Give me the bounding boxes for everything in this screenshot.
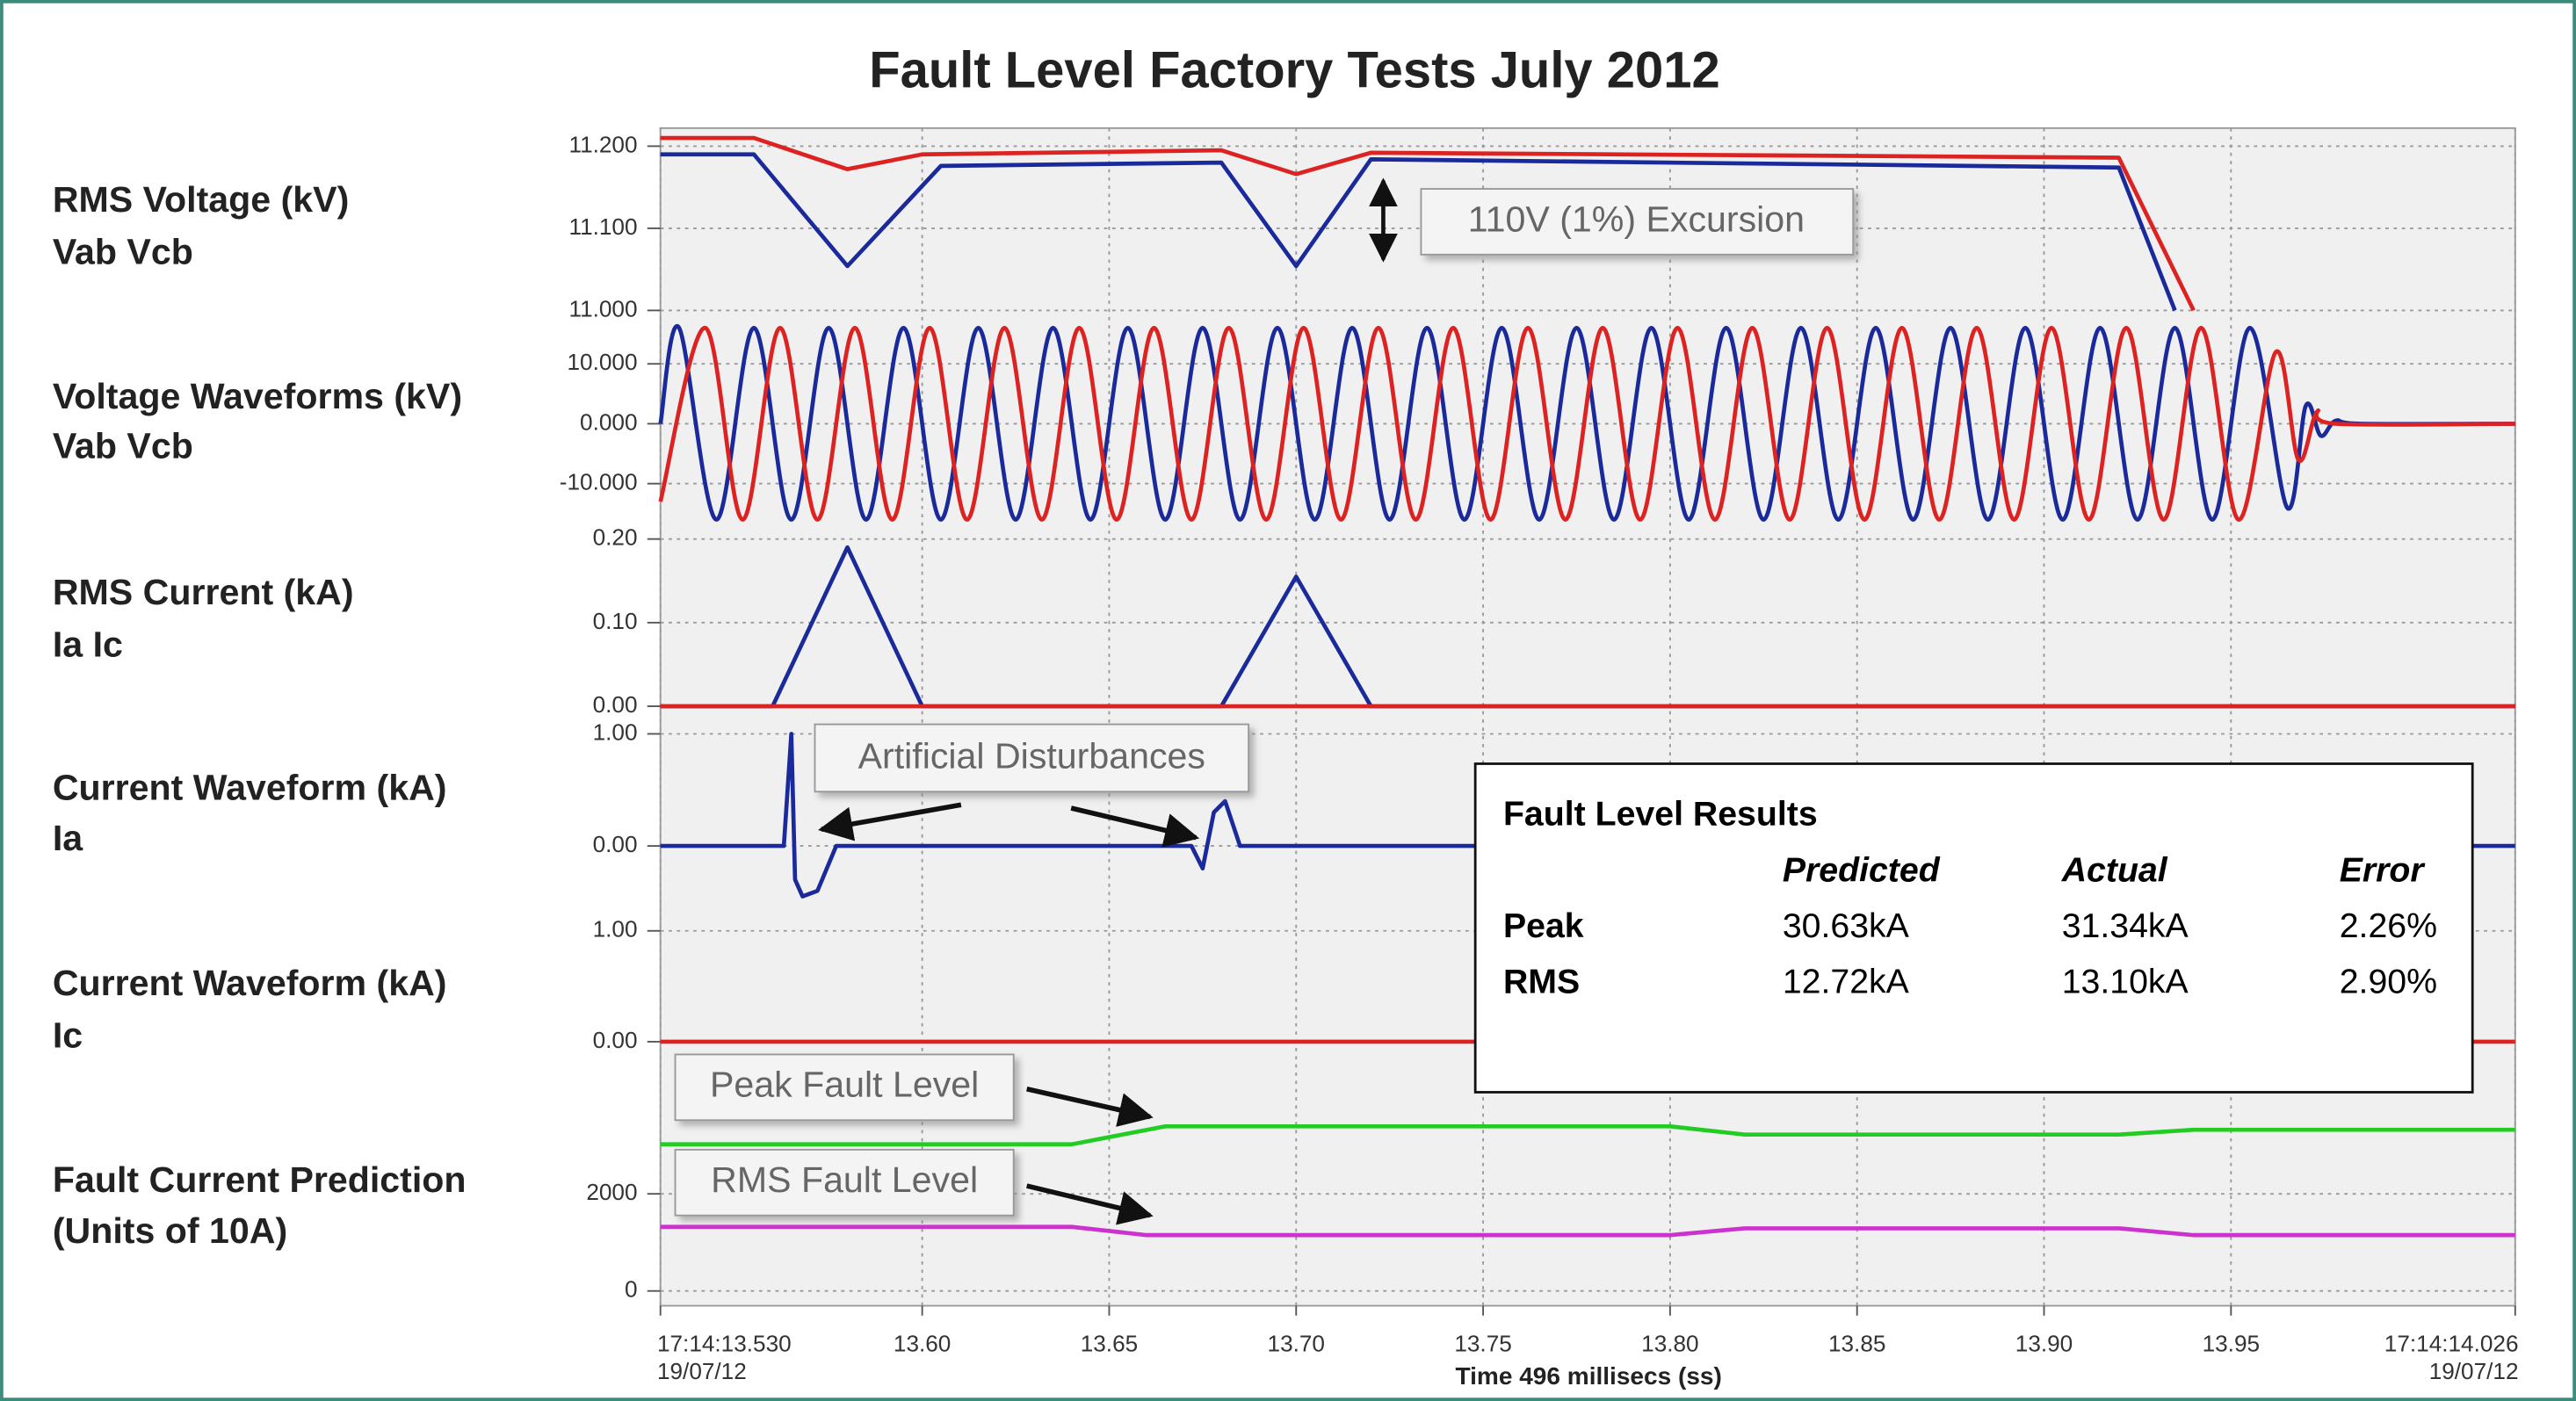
panel-label: Ia [53,818,83,858]
chart-title: Fault Level Factory Tests July 2012 [869,42,1719,98]
y-tick-label: 1.00 [593,719,638,745]
x-tick-label: 13.95 [2203,1330,2260,1356]
table-cell: 2.90% [2340,962,2437,1000]
panel-label: Vab Vcb [53,232,193,272]
series-line [658,325,2515,522]
annotation-box [1420,188,1855,256]
annotation: Artificial Disturbances [814,723,1250,848]
y-tick-label: 0 [625,1276,638,1303]
column-header: Actual [2061,850,2168,889]
arrow [1026,1086,1154,1127]
y-tick-label: -10.000 [560,469,638,495]
y-tick-label: 11.100 [568,213,637,240]
x-tick-date: 19/07/12 [2429,1358,2519,1384]
panel-label: RMS Voltage (kV) [53,179,349,220]
panel-label: Vab Vcb [53,425,193,466]
y-tick-label: 0.20 [593,524,638,551]
y-tick-label: 1.00 [593,916,638,942]
table-cell: 12.72kA [1783,962,1910,1000]
x-tick-label: 17:14:13.530 [657,1330,792,1356]
arrow [1026,1183,1154,1225]
x-tick-label: 13.90 [2015,1330,2073,1356]
x-tick-label: 17:14:14.026 [2384,1330,2519,1356]
y-tick-label: 0.000 [580,408,637,435]
annotation-text: Peak Fault Level [710,1065,979,1105]
table-box [1473,762,2474,1094]
y-tick-label: 11.000 [568,295,637,321]
annotation: Peak Fault Level [674,1053,1154,1127]
table-cell: 2.26% [2340,906,2437,945]
x-tick-label: 13.60 [894,1330,951,1356]
column-header: Predicted [1783,850,1941,889]
series-line [658,323,2515,522]
series-line [660,1224,2515,1238]
x-tick-label: 13.75 [1454,1330,1511,1356]
table-title: Fault Level Results [1503,795,1818,834]
arrow [1070,805,1200,848]
y-tick-label: 0.00 [593,1027,638,1053]
panel-label: Fault Current Prediction [53,1159,467,1200]
annotation-box [674,1053,1015,1122]
annotation-text: 110V (1%) Excursion [1468,199,1805,239]
y-tick-label: 0.10 [593,608,638,634]
annotation-box [814,723,1250,793]
series-line [660,135,2196,312]
panel-label: Current Waveform (kA) [53,767,447,807]
table-cell: 30.63kA [1783,906,1910,945]
x-tick-label: 13.85 [1828,1330,1885,1356]
results-table: Fault Level Results Predicted Actual Err… [1473,762,2474,1094]
panel-label: RMS Current (kA) [53,572,354,612]
y-tick-label: 0.00 [593,831,638,857]
row-label: Peak [1503,906,1584,945]
arrow [818,802,962,841]
annotation-text: RMS Fault Level [711,1159,978,1200]
panel-label: Voltage Waveforms (kV) [53,376,462,416]
panel-label: Ia Ic [53,625,123,665]
annotation-box [674,1148,1015,1217]
row-label: RMS [1503,962,1580,1000]
x-tick-label: 13.65 [1081,1330,1138,1356]
x-tick-date: 19/07/12 [657,1358,747,1384]
x-axis-label: Time 496 millisecs (ss) [1456,1362,1722,1390]
y-tick-label: 11.200 [568,131,637,157]
series-line [660,732,2515,899]
y-tick-label: 0.00 [593,691,638,718]
panel-label: Ic [53,1015,83,1056]
table-cell: 13.10kA [2062,962,2189,1000]
x-tick-label: 13.70 [1268,1330,1325,1356]
y-tick-label: 10.000 [568,349,638,375]
annotation: 110V (1%) Excursion [1369,177,1855,263]
y-tick-label: 2000 [586,1179,637,1205]
column-header: Error [2340,850,2427,889]
series-line [660,152,2177,312]
panel-label: (Units of 10A) [53,1210,287,1251]
annotation-text: Artificial Disturbances [858,736,1205,776]
x-tick-label: 13.80 [1641,1330,1698,1356]
annotation: RMS Fault Level [674,1148,1154,1225]
panel-label: Current Waveform (kA) [53,963,447,1003]
table-cell: 31.34kA [2062,906,2189,945]
series-line [660,1123,2515,1147]
